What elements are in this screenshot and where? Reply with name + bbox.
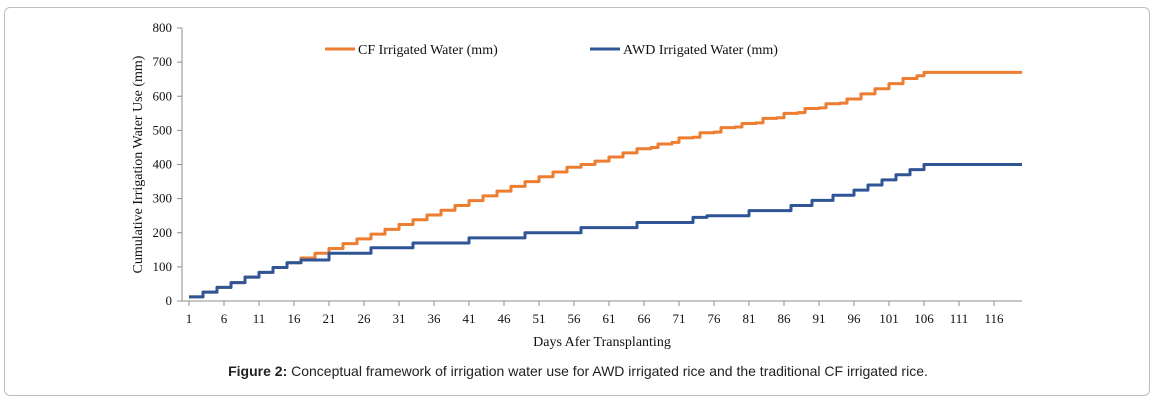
- x-tick-label: 76: [708, 311, 722, 326]
- y-tick-label: 100: [153, 259, 173, 274]
- x-tick-label: 106: [914, 311, 934, 326]
- x-tick-label: 46: [498, 311, 512, 326]
- y-tick-label: 800: [153, 20, 173, 35]
- x-tick-label: 66: [638, 311, 652, 326]
- x-tick-label: 6: [221, 311, 228, 326]
- y-tick-label: 400: [153, 157, 173, 172]
- y-tick-label: 0: [166, 293, 173, 308]
- x-tick-label: 31: [393, 311, 406, 326]
- x-tick-label: 51: [533, 311, 546, 326]
- caption-text: Conceptual framework of irrigation water…: [287, 363, 928, 379]
- x-tick-label: 21: [323, 311, 336, 326]
- x-tick-label: 101: [879, 311, 899, 326]
- x-tick-label: 41: [463, 311, 476, 326]
- x-tick-label: 11: [253, 311, 266, 326]
- x-axis-title: Days Afer Transplanting: [533, 335, 671, 350]
- y-tick-label: 500: [153, 122, 173, 137]
- x-tick-label: 96: [848, 311, 862, 326]
- x-tick-label: 16: [288, 311, 302, 326]
- legend-label-cf: CF Irrigated Water (mm): [358, 43, 498, 58]
- x-tick-label: 61: [603, 311, 616, 326]
- x-tick-label: 116: [984, 311, 1004, 326]
- x-tick-label: 26: [358, 311, 372, 326]
- x-tick-label: 36: [428, 311, 442, 326]
- y-tick-label: 300: [153, 191, 173, 206]
- y-tick-label: 700: [153, 54, 173, 69]
- series-line-awd: [189, 163, 1022, 299]
- legend-label-awd: AWD Irrigated Water (mm): [623, 43, 778, 58]
- x-tick-label: 1: [186, 311, 193, 326]
- y-tick-label: 200: [153, 225, 173, 240]
- y-tick-label: 600: [153, 88, 173, 103]
- figure-caption: Figure 2: Conceptual framework of irriga…: [0, 363, 1156, 379]
- y-axis-title: Cumulative Irrigation Water Use (mm): [131, 55, 146, 273]
- x-tick-label: 71: [673, 311, 686, 326]
- x-tick-label: 86: [778, 311, 792, 326]
- x-tick-label: 111: [950, 311, 969, 326]
- x-tick-label: 91: [813, 311, 826, 326]
- x-tick-label: 81: [743, 311, 756, 326]
- caption-label: Figure 2:: [228, 363, 288, 379]
- series-line-cf: [189, 70, 1022, 299]
- x-tick-label: 56: [568, 311, 582, 326]
